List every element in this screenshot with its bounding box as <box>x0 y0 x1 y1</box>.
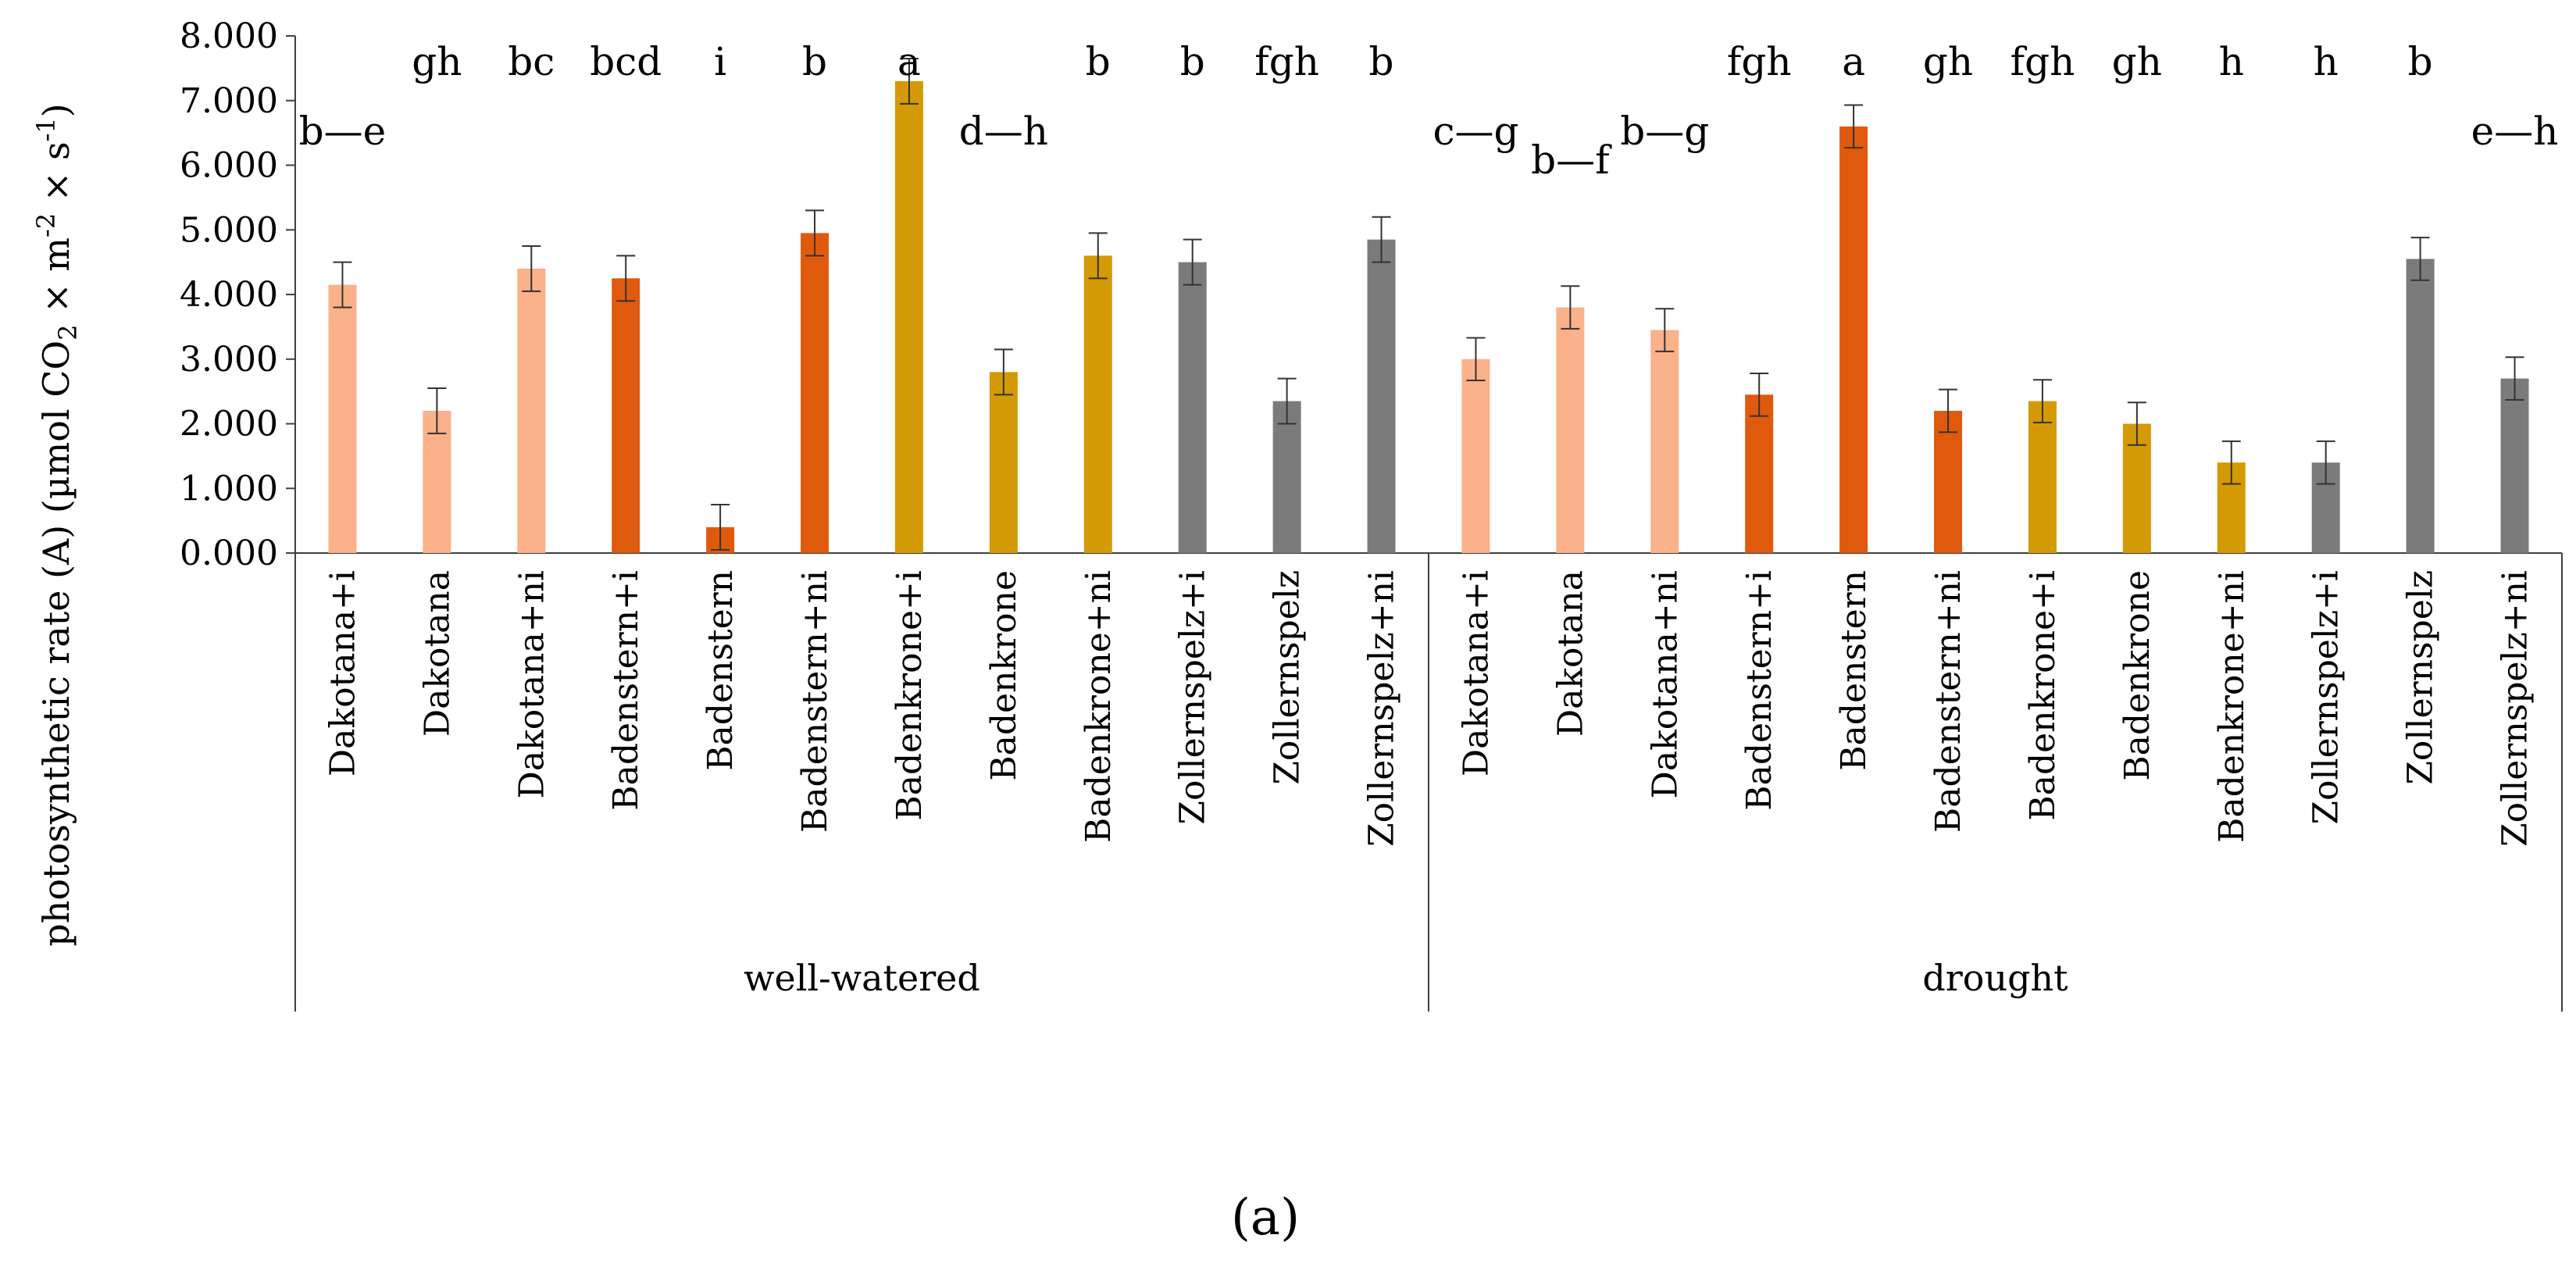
bar <box>1556 307 1585 553</box>
category-label: Badenstern <box>1834 570 1874 771</box>
bar <box>1461 359 1490 553</box>
category-label: Dakotana+i <box>1456 570 1496 776</box>
significance-letter: b <box>1180 39 1205 84</box>
bar <box>989 372 1018 553</box>
y-tick-label: 8.000 <box>180 16 278 56</box>
category-label: Badenstern <box>701 570 740 771</box>
category-label: Dakotana <box>417 570 457 737</box>
category-label: Dakotana+i <box>323 570 362 776</box>
y-axis: 0.000 1.000 2.000 3.000 4.000 5.000 6.000 7.000… <box>180 16 296 573</box>
bar <box>1650 330 1679 553</box>
significance-letter: fgh <box>1727 39 1792 84</box>
significance-letter: b <box>1086 39 1111 84</box>
bar <box>612 278 640 553</box>
category-label: Zollernspelz+ni <box>1362 570 1402 847</box>
x-axis-categories: Dakotana+i Dakotana Dakotana+ni Badenstern+… <box>294 553 2563 1012</box>
bar <box>1745 394 1774 553</box>
category-label: Dakotana <box>1550 570 1590 737</box>
bar <box>1367 239 1396 553</box>
significance-letter: gh <box>412 39 462 84</box>
bar <box>423 410 451 553</box>
bar <box>2406 259 2435 553</box>
category-label: Badenkrone <box>2118 570 2157 781</box>
y-tick-label: 0.000 <box>180 534 278 573</box>
significance-letter: i <box>714 39 726 84</box>
bar <box>1934 410 1963 553</box>
category-label: Badenkrone+i <box>890 570 929 821</box>
y-tick-label: 6.000 <box>180 146 278 186</box>
significance-letter: h <box>2219 39 2244 84</box>
significance-letter: bcd <box>590 39 662 84</box>
bar <box>1178 262 1207 553</box>
bar <box>2028 401 2057 553</box>
y-tick-label: 4.000 <box>180 275 278 315</box>
y-axis-label: photosynthetic rate (A) (µmol CO2 × m-2 … <box>31 103 83 946</box>
y-tick-label: 2.000 <box>180 405 278 444</box>
category-label: Badenstern+i <box>606 570 646 811</box>
group-label: drought <box>1922 957 2068 999</box>
bar <box>517 268 546 553</box>
category-label: Zollernspelz <box>1268 570 1308 785</box>
category-label: Zollernspelz+ni <box>2496 570 2535 847</box>
significance-letter: b <box>1369 39 1394 84</box>
bar <box>1083 255 1112 553</box>
group-label: well-watered <box>744 957 980 999</box>
significance-letter: a <box>897 39 921 84</box>
significance-letter: e—h <box>2471 109 2559 154</box>
y-tick-label: 5.000 <box>180 210 278 250</box>
category-label: Badenstern+ni <box>795 570 835 833</box>
category-label: Zollernspelz <box>2401 570 2441 785</box>
category-label: Zollernspelz+i <box>2307 570 2346 825</box>
bar <box>1839 126 1868 554</box>
significance-letter: d—h <box>959 109 1048 154</box>
significance-letter: gh <box>2112 39 2162 84</box>
bar <box>1272 401 1301 553</box>
significance-letter: bc <box>508 39 555 84</box>
bar <box>801 233 830 553</box>
category-label: Badenkrone+ni <box>1079 570 1119 843</box>
category-label: Badenkrone+i <box>2023 570 2063 821</box>
category-label: Badenkrone+ni <box>2212 570 2252 843</box>
significance-letter: h <box>2314 39 2339 84</box>
significance-letter: fgh <box>1254 39 1319 84</box>
significance-letter: c—g <box>1432 109 1518 154</box>
significance-letter: b—f <box>1531 137 1612 183</box>
significance-letter: b—g <box>1620 109 1709 154</box>
bar <box>328 284 357 553</box>
significance-letter: a <box>1842 39 1865 84</box>
significance-letter: gh <box>1923 39 1973 84</box>
category-label: Zollernspelz+i <box>1173 570 1213 825</box>
bar <box>894 80 923 554</box>
y-tick-label: 3.000 <box>180 340 278 380</box>
y-tick-label: 7.000 <box>180 81 278 121</box>
category-label: Badenstern+ni <box>1928 570 1968 833</box>
category-label: Badenkrone <box>984 570 1024 781</box>
category-label: Dakotana+ni <box>1645 570 1685 798</box>
category-label: Badenstern+i <box>1739 570 1779 811</box>
category-label: Dakotana+ni <box>512 570 551 798</box>
significance-letter: fgh <box>2010 39 2075 84</box>
significance-letter: b <box>2408 39 2433 84</box>
significance-letter: b—e <box>299 109 387 154</box>
bar <box>2500 378 2529 553</box>
panel-label: (a) <box>1231 1189 1300 1247</box>
y-tick-label: 1.000 <box>180 469 278 509</box>
significance-letter: b <box>802 39 827 84</box>
